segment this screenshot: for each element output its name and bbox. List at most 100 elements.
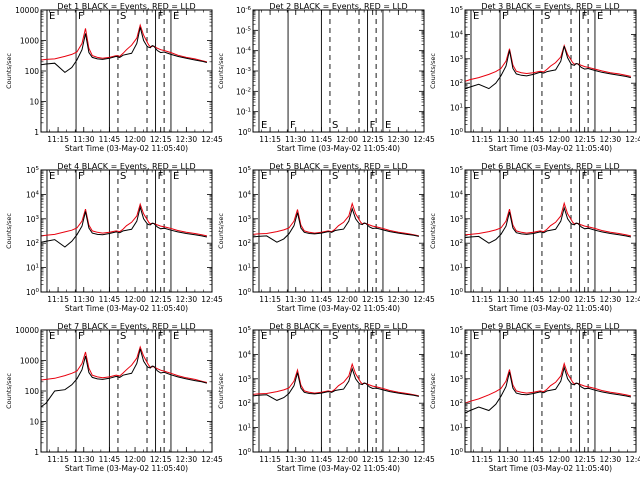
x-tick-label: 12:30: [176, 455, 198, 464]
y-tick-label: 10-4: [236, 47, 252, 56]
x-tick-label: 12:15: [150, 135, 172, 144]
y-tick-label: 105: [450, 166, 464, 175]
y-tick-label: 105: [450, 6, 464, 15]
flag-label: S: [332, 331, 338, 342]
flag-label: E: [261, 171, 267, 182]
plot-frame: [252, 9, 425, 133]
y-tick-label: 100: [25, 67, 40, 76]
x-tick-label: 12:00: [548, 135, 570, 144]
x-tick-label: 12:00: [336, 135, 358, 144]
x-tick-label: 12:45: [201, 455, 223, 464]
x-tick-label: 11:15: [47, 455, 69, 464]
x-tick-label: 12:45: [201, 135, 223, 144]
x-axis-label: Start Time (03-May-02 11:05:40): [277, 464, 400, 473]
series-events: [41, 27, 208, 74]
x-tick-label: 11:15: [259, 135, 281, 144]
flag-label: F: [290, 171, 296, 182]
flag-label: F: [582, 171, 588, 182]
flag-label: F: [158, 11, 164, 22]
x-tick-label: 12:45: [413, 455, 435, 464]
y-tick-label: 1000: [20, 37, 39, 46]
x-tick-label: 12:45: [413, 135, 435, 144]
x-tick-label: 12:30: [600, 455, 622, 464]
y-tick-label: 100: [450, 288, 464, 297]
x-tick-label: 12:00: [336, 295, 358, 304]
flag-label: S: [544, 331, 550, 342]
flag-label: F: [502, 171, 508, 182]
y-tick-label: 100: [238, 288, 252, 297]
x-tick-label: 11:30: [73, 135, 95, 144]
x-tick-label: 12:15: [362, 295, 384, 304]
flag-label: E: [173, 171, 179, 182]
x-tick-label: 12:30: [600, 135, 622, 144]
x-tick-label: 12:15: [574, 135, 596, 144]
x-axis-label: Start Time (03-May-02 11:05:40): [277, 304, 400, 313]
y-tick-label: 10-2: [236, 87, 251, 96]
x-tick-label: 11:15: [471, 135, 493, 144]
y-tick-label: 1000: [20, 357, 39, 366]
x-tick-label: 12:00: [124, 295, 146, 304]
flag-label: E: [261, 331, 267, 342]
flag-label: E: [385, 171, 391, 182]
y-tick-label: 10-5: [236, 26, 252, 35]
y-axis-label: Counts/sec: [217, 53, 225, 89]
series-events: [465, 206, 632, 244]
y-tick-label: 104: [450, 350, 464, 359]
x-tick-label: 12:00: [548, 455, 570, 464]
x-tick-label: 12:00: [124, 455, 146, 464]
x-axis-label: Start Time (03-May-02 11:05:40): [489, 464, 612, 473]
y-axis-label: Counts/sec: [5, 53, 13, 89]
x-tick-label: 12:30: [388, 135, 410, 144]
series-lld: [465, 43, 632, 82]
y-tick-label: 10: [29, 98, 39, 107]
x-tick-label: 12:15: [574, 455, 596, 464]
y-axis-label: Counts/sec: [429, 213, 437, 249]
panel-title: Det 9 BLACK = Events, RED = LLD: [481, 322, 619, 331]
plot-frame: [464, 329, 637, 453]
series-events: [465, 365, 632, 414]
flag-label: F: [290, 331, 296, 342]
flag-label: E: [49, 11, 55, 22]
x-tick-label: 12:45: [413, 295, 435, 304]
flag-label: F: [370, 171, 376, 182]
flag-label: F: [290, 120, 296, 131]
series-events: [465, 45, 632, 90]
x-tick-label: 11:45: [99, 455, 121, 464]
y-tick-label: 101: [450, 104, 463, 113]
flag-label: S: [544, 171, 550, 182]
y-tick-label: 104: [450, 190, 464, 199]
y-tick-label: 105: [26, 166, 40, 175]
y-tick-label: 102: [450, 399, 463, 408]
y-tick-label: 102: [450, 239, 463, 248]
x-tick-label: 11:15: [471, 295, 493, 304]
panel-title: Det 1 BLACK = Events, RED = LLD: [57, 2, 195, 11]
y-tick-label: 101: [450, 264, 463, 273]
y-tick-label: 101: [238, 424, 251, 433]
y-tick-label: 103: [450, 215, 464, 224]
y-tick-label: 104: [238, 350, 252, 359]
x-tick-label: 12:00: [336, 455, 358, 464]
y-tick-label: 10-6: [236, 6, 252, 15]
flag-label: F: [158, 171, 164, 182]
x-tick-label: 11:30: [497, 295, 519, 304]
x-tick-label: 12:15: [150, 455, 172, 464]
y-tick-label: 100: [450, 128, 464, 137]
x-tick-label: 12:00: [548, 295, 570, 304]
flag-label: E: [473, 331, 479, 342]
flag-label: E: [597, 331, 603, 342]
x-tick-label: 11:45: [99, 135, 121, 144]
y-axis-label: Counts/sec: [217, 373, 225, 409]
x-tick-label: 12:45: [201, 295, 223, 304]
y-tick-label: 104: [450, 30, 464, 39]
y-tick-label: 100: [25, 387, 40, 396]
y-tick-label: 102: [238, 399, 251, 408]
flag-label: F: [78, 11, 84, 22]
series-lld: [41, 202, 208, 237]
x-tick-label: 11:30: [285, 295, 307, 304]
x-tick-label: 11:45: [523, 295, 545, 304]
